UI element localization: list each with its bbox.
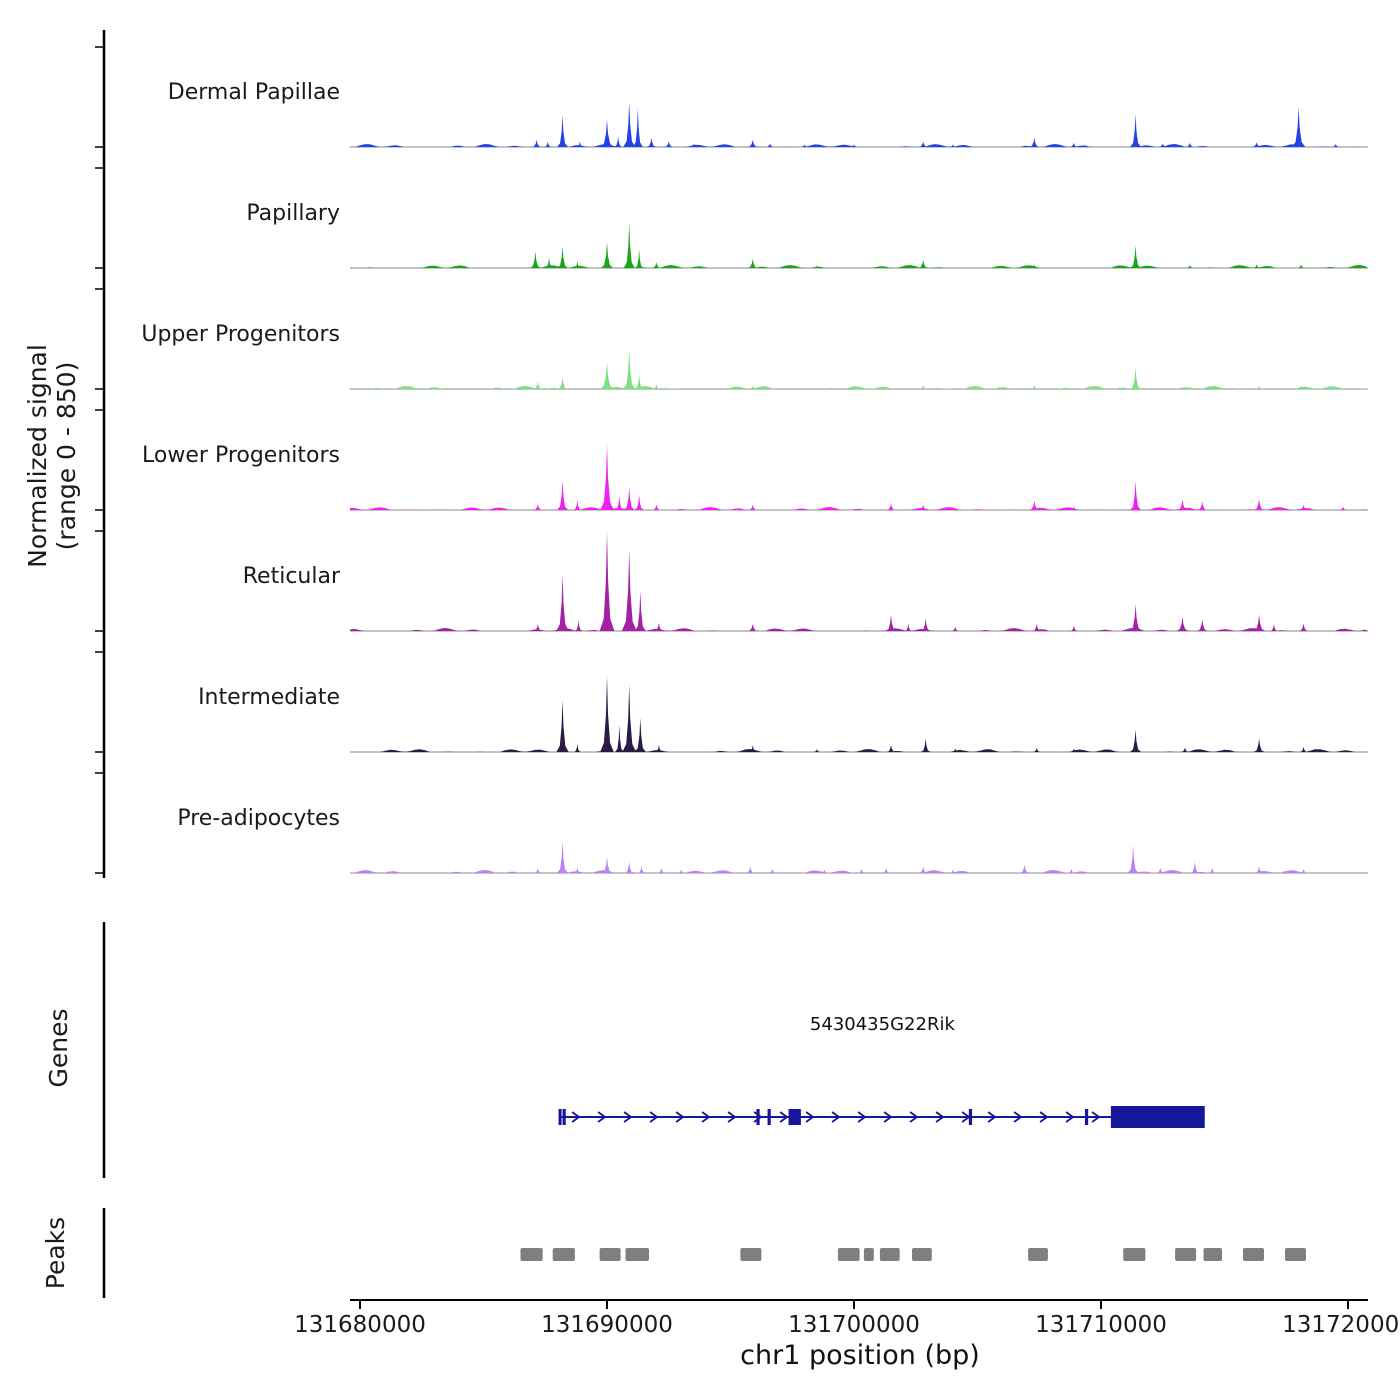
strand-arrow-icon [571, 1111, 581, 1123]
signal-track-reticular: Reticular [243, 531, 1368, 632]
strand-arrow-icon [1091, 1111, 1101, 1123]
gene-exon [562, 1109, 566, 1125]
peak-interval [912, 1248, 932, 1261]
track-label: Upper Progenitors [141, 322, 340, 347]
strand-arrow-icon [909, 1111, 919, 1123]
peak-interval [1123, 1248, 1146, 1261]
track-noise [350, 507, 1368, 510]
strand-arrow-icon [753, 1111, 763, 1123]
x-tick-label: 131690000 [541, 1312, 673, 1338]
peak-calls [520, 1248, 1306, 1261]
track-signal-area [532, 349, 1306, 389]
peaks-section-label: Peaks [41, 1216, 70, 1290]
gene-terminal-exon [1110, 1106, 1205, 1128]
strand-arrow-icon [727, 1111, 737, 1123]
track-noise [350, 749, 1368, 752]
strand-arrow-icon [961, 1111, 971, 1123]
strand-arrow-icon [649, 1111, 659, 1123]
strand-arrow-icon [779, 1111, 789, 1123]
genes-section-label: Genes [44, 1008, 73, 1088]
gene-exon [767, 1109, 771, 1125]
signal-track-pre-adipocytes: Pre-adipocytes [177, 806, 1368, 874]
signal-track-lower-progenitors: Lower Progenitors [142, 443, 1368, 511]
track-signal-area [531, 102, 1341, 147]
peak-interval [740, 1248, 762, 1261]
y-axis-label: Normalized signal (range 0 - 850) [23, 6, 81, 906]
track-signal-area [532, 531, 1309, 631]
peak-interval [1203, 1248, 1222, 1261]
strand-arrow-icon [883, 1111, 893, 1123]
gene-exon [756, 1109, 760, 1125]
strand-arrow-icon [935, 1111, 945, 1123]
signal-track-upper-progenitors: Upper Progenitors [141, 322, 1368, 390]
gene-exon [788, 1109, 801, 1125]
x-tick-label: 131680000 [294, 1312, 426, 1338]
x-tick-label: 131720000 [1282, 1312, 1400, 1338]
strand-arrow-icon [1039, 1111, 1049, 1123]
strand-arrow-icon [1013, 1111, 1023, 1123]
track-noise [350, 386, 1368, 389]
strand-arrow-icon [831, 1111, 841, 1123]
x-tick-label: 131700000 [788, 1312, 920, 1338]
y-axis-label-line1: Normalized signal [23, 344, 52, 568]
gene-exon [1084, 1109, 1089, 1125]
signal-track-papillary: Papillary [246, 201, 1368, 269]
track-label: Pre-adipocytes [177, 806, 340, 831]
peak-interval [1175, 1248, 1197, 1261]
track-label: Papillary [246, 201, 340, 226]
strand-arrow-icon [857, 1111, 867, 1123]
track-label: Intermediate [198, 685, 340, 710]
strand-arrow-icon [987, 1111, 997, 1123]
strand-arrow-icon [701, 1111, 711, 1123]
peak-interval [1285, 1248, 1306, 1261]
signal-track-dermal-papillae: Dermal Papillae [168, 80, 1368, 148]
track-label: Reticular [243, 564, 341, 589]
strand-arrow-icon [805, 1111, 815, 1123]
x-axis: 131680000 131690000 131700000 131710000 1317… [294, 1299, 1400, 1338]
track-signal-area [533, 841, 1308, 873]
signal-y-axis [95, 30, 106, 878]
track-noise [350, 265, 1368, 268]
track-signal-area [532, 444, 1348, 510]
strand-arrow-icon [623, 1111, 633, 1123]
track-label: Lower Progenitors [142, 443, 340, 468]
x-axis-title: chr1 position (bp) [740, 1340, 980, 1371]
gene-start-bar [558, 1109, 562, 1125]
track-signal-area [529, 222, 1306, 268]
gene-model: 5430435G22Rik [558, 1014, 1205, 1128]
peak-interval [625, 1248, 649, 1261]
track-noise [350, 628, 1368, 631]
track-signal-area [556, 675, 1308, 752]
peak-interval [552, 1248, 575, 1261]
track-label: Dermal Papillae [168, 80, 340, 105]
peak-interval [879, 1248, 900, 1261]
signal-track-intermediate: Intermediate [198, 675, 1368, 753]
peak-interval [599, 1248, 621, 1261]
peak-interval [837, 1248, 860, 1261]
peak-interval [1243, 1248, 1264, 1261]
strand-arrow-icon [1065, 1111, 1075, 1123]
peak-interval [1028, 1248, 1048, 1261]
strand-arrow-icon [597, 1111, 607, 1123]
y-axis-label-line2: (range 0 - 850) [52, 361, 81, 551]
peak-interval [520, 1248, 543, 1261]
strand-arrow-icon [675, 1111, 685, 1123]
peak-interval [863, 1248, 874, 1261]
x-tick-label: 131710000 [1035, 1312, 1167, 1338]
gene-name-label: 5430435G22Rik [810, 1014, 956, 1035]
